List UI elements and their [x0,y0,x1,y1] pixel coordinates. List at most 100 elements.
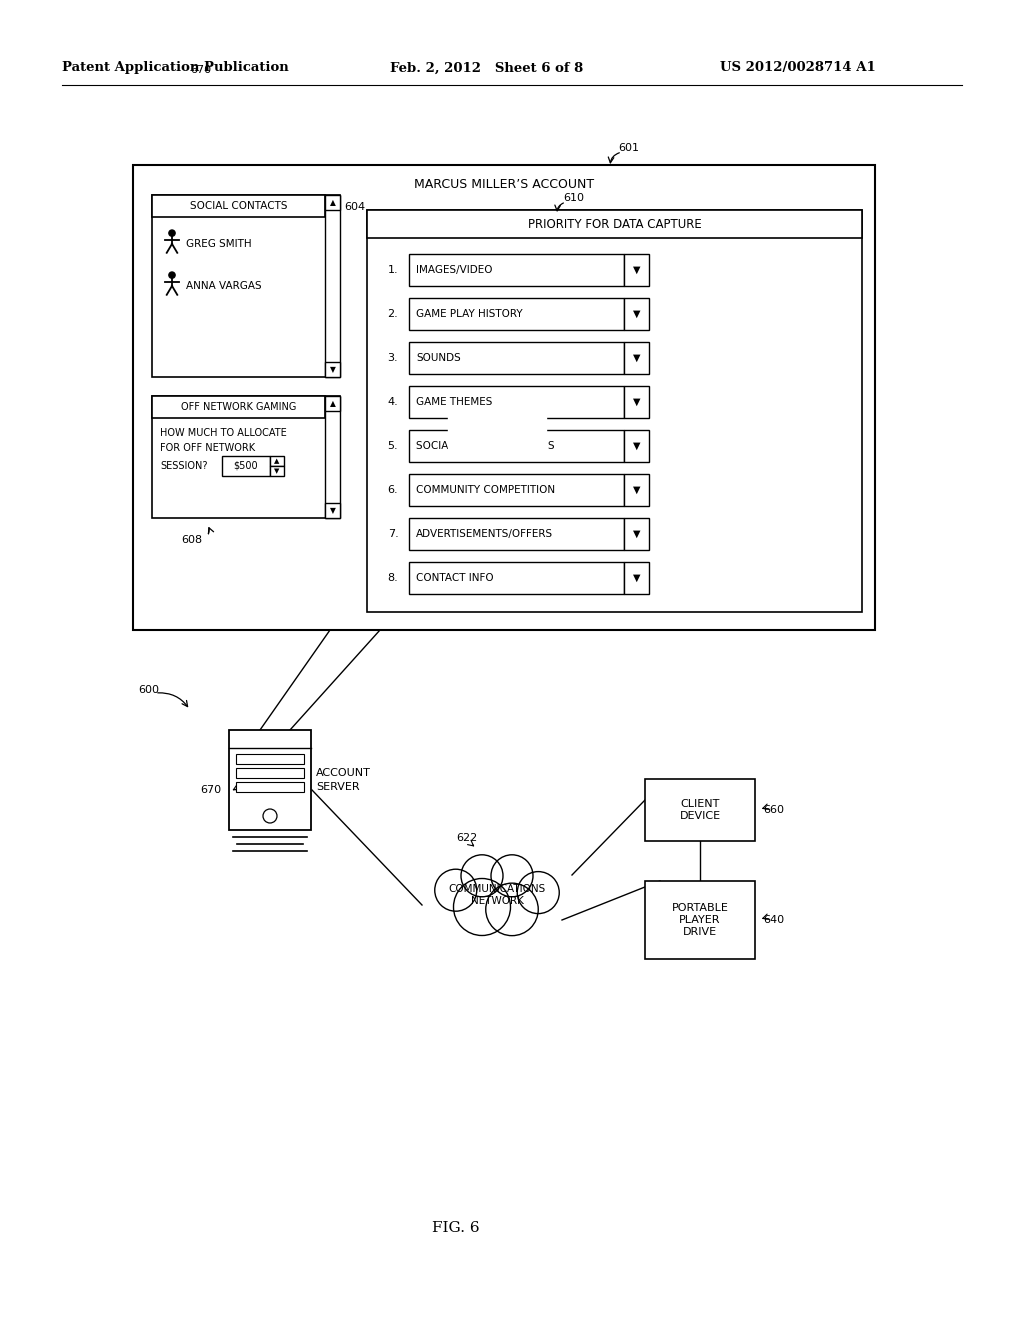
Bar [449,413,546,451]
Text: 660: 660 [763,805,784,814]
Text: ▼: ▼ [633,352,640,363]
Bar [409,385,624,418]
Bar [624,474,649,506]
Circle shape [169,272,175,279]
Bar [270,466,284,477]
Text: MARCUS MILLER’S ACCOUNT: MARCUS MILLER’S ACCOUNT [414,178,594,191]
Text: ▼: ▼ [330,506,336,515]
Text: IMAGES/VIDEO: IMAGES/VIDEO [416,265,493,275]
Text: ▼: ▼ [633,397,640,407]
Text: OFF NETWORK GAMING: OFF NETWORK GAMING [181,403,296,412]
Bar [624,562,649,594]
Text: ▼: ▼ [330,366,336,374]
Circle shape [461,855,503,896]
Text: 3.: 3. [388,352,398,363]
Text: 601: 601 [618,143,639,153]
Bar [624,385,649,418]
Bar [152,195,340,378]
Text: 640: 640 [763,915,784,925]
Text: 4.: 4. [388,397,398,407]
Text: 604: 604 [344,202,366,213]
Text: FIG. 6: FIG. 6 [432,1221,480,1236]
Bar [270,455,284,466]
Bar [236,754,304,764]
Bar [409,253,624,286]
Text: $500: $500 [233,461,258,471]
Bar [409,517,624,550]
Text: SOUNDS: SOUNDS [416,352,461,363]
Bar [325,503,340,517]
Bar [624,517,649,550]
Circle shape [517,871,559,913]
Text: Feb. 2, 2012   Sheet 6 of 8: Feb. 2, 2012 Sheet 6 of 8 [390,62,584,74]
Text: CONTACT INFO: CONTACT INFO [416,573,494,583]
Text: 600: 600 [138,685,159,696]
Text: ANNA VARGAS: ANNA VARGAS [186,281,261,290]
Text: SOCIAL COMMUNICATIONS: SOCIAL COMMUNICATIONS [416,441,555,451]
Text: ▲: ▲ [330,399,336,408]
Text: GAME THEMES: GAME THEMES [416,397,493,407]
Text: 670: 670 [190,65,211,75]
Text: ACCOUNT
SERVER: ACCOUNT SERVER [316,768,371,792]
Text: GAME PLAY HISTORY: GAME PLAY HISTORY [416,309,522,319]
Bar [152,396,325,418]
Text: FOR OFF NETWORK: FOR OFF NETWORK [160,444,255,453]
Text: ▼: ▼ [633,573,640,583]
Text: 610: 610 [563,193,584,203]
Bar [409,342,624,374]
Circle shape [435,869,477,911]
Bar [325,396,340,517]
Text: ▲: ▲ [274,458,280,465]
Bar [152,195,325,216]
Text: 1.: 1. [388,265,398,275]
Bar [409,562,624,594]
Bar [624,430,649,462]
Text: 670: 670 [200,785,221,795]
Text: COMMUNICATIONS
NETWORK: COMMUNICATIONS NETWORK [449,883,546,907]
Text: 7.: 7. [388,529,398,539]
Bar [624,253,649,286]
Text: 2.: 2. [388,309,398,319]
Text: GREG SMITH: GREG SMITH [186,239,252,249]
Bar [236,768,304,777]
Circle shape [485,883,539,936]
Text: HOW MUCH TO ALLOCATE: HOW MUCH TO ALLOCATE [160,428,287,438]
Bar [624,298,649,330]
Text: ▼: ▼ [633,529,640,539]
Text: US 2012/0028714 A1: US 2012/0028714 A1 [720,62,876,74]
Text: 6.: 6. [388,484,398,495]
Bar [325,396,340,411]
Text: 608: 608 [181,535,203,545]
Bar [409,430,624,462]
Text: ▼: ▼ [274,469,280,474]
Circle shape [490,855,534,896]
Bar [645,779,755,841]
Bar [325,195,340,378]
Text: ▼: ▼ [633,484,640,495]
Bar [367,210,862,612]
Text: 622: 622 [457,833,477,843]
Text: Patent Application Publication: Patent Application Publication [62,62,289,74]
Text: 8.: 8. [388,573,398,583]
Bar [645,880,755,960]
Bar [222,455,270,477]
Bar [367,210,862,238]
Bar [133,165,874,630]
Text: PRIORITY FOR DATA CAPTURE: PRIORITY FOR DATA CAPTURE [527,218,701,231]
Text: ▲: ▲ [330,198,336,207]
Bar [152,396,340,517]
Text: ▼: ▼ [633,309,640,319]
Bar [229,730,311,830]
Bar [624,342,649,374]
Text: ADVERTISEMENTS/OFFERS: ADVERTISEMENTS/OFFERS [416,529,553,539]
Bar [409,298,624,330]
Text: CLIENT
DEVICE: CLIENT DEVICE [680,799,721,821]
Text: SOCIAL CONTACTS: SOCIAL CONTACTS [189,201,288,211]
Bar [325,362,340,378]
Bar [325,195,340,210]
Circle shape [169,230,175,236]
Circle shape [454,879,511,936]
Text: PORTABLE
PLAYER
DRIVE: PORTABLE PLAYER DRIVE [672,903,728,937]
Text: ▼: ▼ [633,265,640,275]
Text: ▼: ▼ [633,441,640,451]
